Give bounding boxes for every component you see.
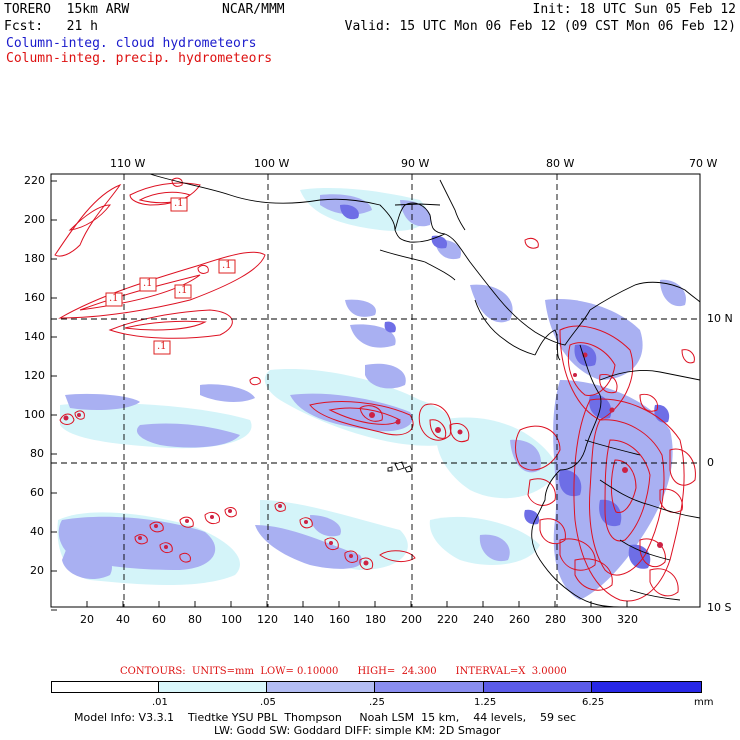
x-tick-label: 320 [617,613,638,626]
colorbar-unit: mm [694,697,714,708]
x-tick-label: 20 [80,613,94,626]
colorbar-tick: .01 [152,697,168,708]
lon-label-110w: 110 W [110,157,146,170]
lat-label-10s: 10 S [707,601,732,614]
x-tick-label: 200 [401,613,422,626]
y-tick-label: 200 [24,213,45,226]
colorbar-segment [267,681,375,693]
valid-time: Valid: 15 UTC Mon 06 Feb 12 (09 CST Mon … [344,19,736,34]
y-tick-label: 60 [30,486,44,499]
x-tick-label: 280 [545,613,566,626]
colorbar-tick: 1.25 [474,697,497,708]
model-info-line2: LW: Godd SW: Goddard DIFF: simple KM: 2D… [214,724,501,737]
lat-label-0: 0 [707,456,714,469]
contour-label: .1 [178,285,188,296]
x-tick-label: 220 [437,613,458,626]
y-tick-label: 220 [24,174,45,187]
forecast-hour: Fcst: 21 h [4,19,98,34]
lon-label-70w: 70 W [689,157,718,170]
x-tick-label: 80 [188,613,202,626]
contour-label: .1 [109,293,119,304]
lat-lon-gridlines [51,174,700,607]
contour-label: .1 [157,341,167,352]
y-tick-label: 40 [30,525,44,538]
contour-label-boxes [105,197,236,355]
precip-heavy-spots [63,352,663,566]
contour-info: CONTOURS: UNITS=mm LOW= 0.10000 HIGH= 24… [120,666,567,677]
init-time: Init: 18 UTC Sun 05 Feb 12 [532,2,737,17]
model-info-line1: Model Info: V3.3.1 Tiedtke YSU PBL Thomp… [74,711,577,724]
colorbar-segment [51,681,159,693]
map-frame [50,173,701,608]
legend-cloud: Column-integ. cloud hydrometeors [6,36,257,51]
colorbar-tick: .05 [260,697,276,708]
colorbar-segment [159,681,267,693]
contour-label: .1 [143,278,153,289]
lon-label-90w: 90 W [401,157,430,170]
precip-hydrometeor-contours [54,177,696,602]
y-tick-label: 180 [24,252,45,265]
x-tick-label: 180 [365,613,386,626]
lon-label-80w: 80 W [546,157,575,170]
y-tick-label: 140 [24,330,45,343]
y-tick-label: 80 [30,447,44,460]
x-tick-label: 120 [257,613,278,626]
colorbar-segment [375,681,484,693]
x-tick-label: 40 [116,613,130,626]
x-tick-label: 240 [473,613,494,626]
x-tick-label: 160 [329,613,350,626]
x-tick-label: 300 [581,613,602,626]
colorbar-tick: .25 [369,697,385,708]
center-label: NCAR/MMM [222,2,285,17]
contour-label: .1 [222,260,232,271]
y-tick-label: 20 [30,564,44,577]
coastline [149,173,701,608]
x-tick-label: 260 [509,613,530,626]
y-tick-label: 120 [24,369,45,382]
contour-label: .1 [174,198,184,209]
lat-label-10n: 10 N [707,312,733,325]
axis-ticks [51,180,628,611]
y-tick-label: 160 [24,291,45,304]
colorbar-segment [484,681,592,693]
model-title: TORERO 15km ARW [4,2,130,17]
y-tick-label: 100 [24,408,45,421]
legend-precip: Column-integ. precip. hydrometeors [6,51,273,66]
x-tick-label: 60 [152,613,166,626]
colorbar-segment [592,681,702,693]
x-tick-label: 100 [221,613,242,626]
x-tick-label: 140 [293,613,314,626]
lon-label-100w: 100 W [254,157,290,170]
colorbar-tick: 6.25 [582,697,605,708]
